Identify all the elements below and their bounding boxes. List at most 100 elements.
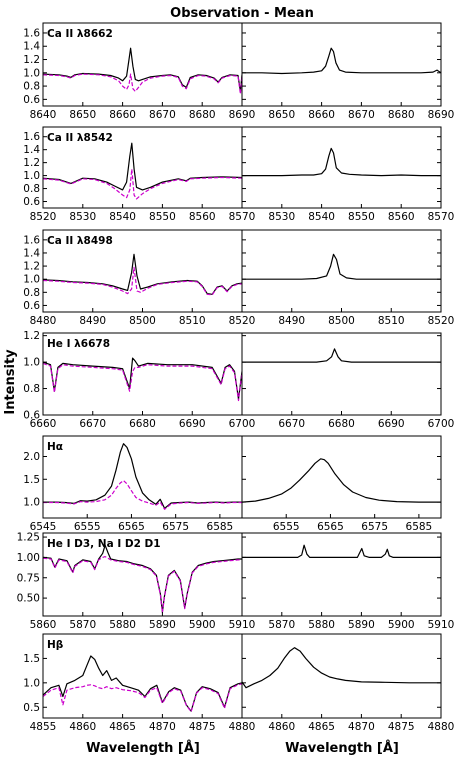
x-tick-label: 8540: [308, 211, 335, 223]
x-tick-label: 8520: [229, 315, 256, 327]
y-tick-label: 1.0: [23, 170, 40, 182]
panel-line-label: Hβ: [47, 639, 64, 651]
right-observation-line: [242, 348, 441, 363]
y-tick-label: 0.50: [17, 593, 40, 605]
y-tick-label: 1.6: [23, 131, 40, 143]
x-tick-label: 4865: [308, 721, 335, 733]
x-tick-label: 6670: [79, 418, 106, 430]
x-tick-label: 4880: [229, 721, 256, 733]
panel-7: 0.5 1.0 1.5 4855 4860 4865 4870 4875 4880 4860 486…: [23, 633, 454, 733]
left-observation-line: [43, 142, 242, 191]
x-tick-label: 8690: [229, 109, 256, 121]
x-tick-label: 5880: [109, 619, 136, 631]
x-axis-label-right: Wavelength [Å]: [285, 740, 399, 756]
y-tick-label: 0.75: [17, 572, 40, 584]
right-observation-line: [242, 544, 441, 559]
y-tick-label: 1.25: [17, 532, 40, 544]
x-tick-label: 8530: [268, 211, 295, 223]
y-tick-label: 1.0: [23, 497, 40, 509]
left-observation-line: [43, 357, 242, 400]
x-tick-label: 4860: [268, 721, 295, 733]
x-tick-label: 6700: [229, 418, 256, 430]
right-observation-line: [242, 47, 441, 75]
panel-line-label: He I D3, Na I D2 D1: [47, 538, 161, 550]
x-tick-label: 8570: [428, 211, 455, 223]
left-mean-line: [43, 266, 242, 296]
x-tick-label: 8560: [189, 211, 216, 223]
x-tick-label: 6555: [273, 521, 300, 533]
x-tick-label: 5880: [308, 619, 335, 631]
left-mean-line: [43, 73, 242, 95]
x-tick-label: 5860: [30, 619, 57, 631]
x-tick-label: 4860: [69, 721, 96, 733]
x-tick-label: 6585: [406, 521, 433, 533]
x-tick-label: 8660: [308, 109, 335, 121]
x-tick-label: 5900: [189, 619, 216, 631]
x-tick-label: 4870: [149, 721, 176, 733]
panel-6: 0.50 0.75 1.00 1.25 5860 5870 5880 5890 5900 5910…: [17, 532, 455, 631]
x-tick-label: 8560: [388, 211, 415, 223]
x-tick-label: 8540: [109, 211, 136, 223]
x-tick-label: 6690: [378, 418, 405, 430]
x-tick-label: 8490: [79, 315, 106, 327]
x-tick-label: 6565: [317, 521, 344, 533]
x-tick-label: 4855: [30, 721, 57, 733]
panel-1: 0.60.8 1.01.21.4 1.6 8640 8650 8660 8670 8680 86…: [23, 22, 455, 121]
x-tick-label: 8520: [30, 211, 57, 223]
y-tick-label: 0.8: [23, 383, 40, 395]
y-tick-label: 1.5: [23, 474, 40, 486]
x-tick-label: 8690: [428, 109, 455, 121]
x-tick-label: 6545: [30, 521, 57, 533]
y-tick-label: 1.0: [23, 274, 40, 286]
y-tick-label: 1.4: [23, 247, 40, 259]
right-axes-frame: [241, 126, 442, 209]
right-axes-frame: [241, 633, 442, 719]
x-tick-label: 6670: [278, 418, 305, 430]
x-tick-label: 5890: [149, 619, 176, 631]
x-tick-label: 8570: [229, 211, 256, 223]
x-axis-label-left: Wavelength [Å]: [86, 740, 200, 756]
y-tick-label: 0.6: [23, 410, 40, 422]
y-tick-label: 2.0: [23, 451, 40, 463]
x-tick-label: 8530: [69, 211, 96, 223]
right-observation-line: [242, 253, 441, 280]
panel-2: 0.60.81.01.21.41.6 8520 8530 8540 8550 8560 85…: [23, 126, 455, 223]
left-mean-line: [43, 362, 242, 402]
x-tick-label: 6680: [328, 418, 355, 430]
panel-line-label: He I λ6678: [47, 338, 110, 350]
x-tick-label: 6575: [162, 521, 189, 533]
x-tick-label: 8680: [388, 109, 415, 121]
left-mean-line: [43, 480, 242, 510]
panel-line-label: Hα: [47, 441, 63, 453]
right-axes-frame: [241, 532, 442, 617]
left-mean-line: [43, 555, 242, 614]
right-observation-line: [242, 647, 441, 689]
x-tick-label: 8670: [348, 109, 375, 121]
y-tick-label: 1.6: [23, 27, 40, 39]
figure-title: Observation - Mean: [170, 6, 314, 21]
right-observation-line: [242, 147, 441, 177]
y-axis-label: Intensity: [3, 349, 18, 415]
x-tick-label: 6700: [428, 418, 455, 430]
x-tick-label: 4875: [189, 721, 216, 733]
panel-line-label: Ca II λ8542: [47, 132, 113, 144]
x-tick-label: 8480: [30, 315, 57, 327]
y-tick-label: 1.2: [23, 261, 40, 273]
x-tick-label: 6680: [129, 418, 156, 430]
x-tick-label: 5870: [69, 619, 96, 631]
panel-line-label: Ca II λ8498: [47, 235, 113, 247]
x-tick-label: 8640: [30, 109, 57, 121]
x-tick-label: 8490: [278, 315, 305, 327]
x-tick-label: 6585: [207, 521, 234, 533]
y-tick-label: 1.6: [23, 234, 40, 246]
left-mean-line: [43, 168, 242, 200]
y-tick-label: 1.4: [23, 144, 40, 156]
right-observation-line: [242, 458, 441, 503]
y-tick-label: 1.0: [23, 67, 40, 79]
x-tick-label: 5870: [268, 619, 295, 631]
y-tick-label: 0.8: [23, 287, 40, 299]
y-tick-label: 0.8: [23, 81, 40, 93]
left-observation-line: [43, 443, 242, 509]
